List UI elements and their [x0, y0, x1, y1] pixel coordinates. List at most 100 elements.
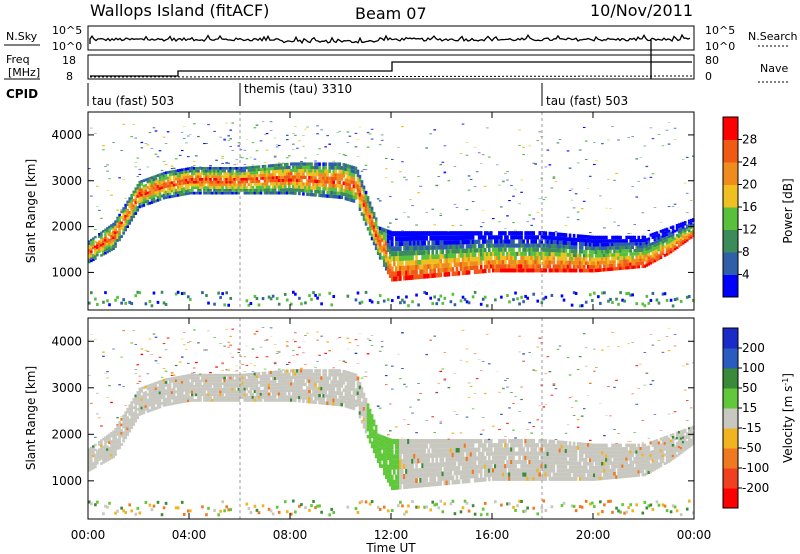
power-cell — [154, 180, 158, 184]
power-cell — [166, 184, 170, 188]
power-cell — [514, 255, 517, 261]
velocity-cell — [170, 377, 174, 380]
power-cell — [98, 242, 101, 246]
power-cell — [496, 268, 499, 273]
power-cell — [150, 198, 154, 202]
velocity-cell — [199, 373, 202, 377]
power-cell — [465, 239, 469, 245]
velocity-cell — [191, 372, 194, 374]
power-cell — [548, 264, 552, 269]
power-cell — [283, 188, 287, 192]
velocity-cell — [257, 511, 261, 515]
power-cell — [90, 248, 93, 251]
power-cell — [334, 169, 338, 174]
power-cell — [102, 145, 105, 147]
power-cell — [663, 236, 667, 240]
freq-label-line2: [MHz] — [8, 66, 40, 79]
power-cell — [350, 180, 354, 184]
power-cell — [290, 162, 293, 166]
power-cell — [178, 171, 182, 175]
velocity-cell — [205, 349, 208, 351]
power-cell — [453, 240, 457, 245]
power-cell — [265, 173, 269, 177]
power-cell — [617, 242, 620, 247]
power-cell — [593, 250, 596, 255]
power-cell — [443, 263, 447, 268]
power-cell — [609, 297, 612, 301]
power-cell — [550, 293, 554, 297]
velocity-cell — [201, 390, 204, 394]
velocity-cell — [213, 398, 216, 402]
power-cell — [415, 224, 418, 226]
power-cell — [136, 184, 140, 187]
power-cell — [475, 256, 479, 262]
velocity-cell — [144, 399, 148, 403]
power-cell — [304, 169, 307, 173]
power-cell — [530, 243, 533, 248]
power-cell — [253, 174, 257, 178]
velocity-cell — [106, 505, 109, 509]
power-cell — [328, 183, 331, 188]
power-cell — [544, 255, 548, 261]
velocity-cell — [354, 403, 358, 408]
power-cell — [94, 252, 97, 256]
velocity-cell — [146, 387, 150, 391]
velocity-cell — [114, 444, 117, 448]
power-cell — [433, 235, 437, 241]
velocity-cell — [312, 379, 315, 384]
velocity-cell — [304, 389, 307, 393]
velocity-cell — [227, 385, 230, 388]
velocity-cell — [88, 464, 91, 467]
power-cell — [611, 267, 614, 271]
power-cell — [312, 169, 315, 173]
power-cell — [364, 169, 368, 171]
power-cell — [651, 291, 655, 295]
power-cell — [146, 199, 150, 203]
velocity-cell — [294, 392, 297, 396]
power-cell — [211, 183, 214, 187]
power-cell — [197, 175, 200, 178]
power-cell — [277, 163, 281, 167]
power-cell — [671, 225, 675, 229]
velocity-cell — [370, 500, 374, 504]
power-cell — [611, 246, 614, 250]
power-cell — [615, 297, 618, 301]
velocity-cell — [152, 504, 156, 508]
power-cell — [625, 252, 628, 256]
power-cell — [685, 239, 689, 242]
velocity-cell — [322, 390, 325, 395]
velocity-cell — [275, 392, 279, 396]
power-cell — [627, 291, 630, 295]
power-cell — [518, 268, 521, 273]
power-cell — [576, 234, 580, 239]
power-cell — [275, 297, 279, 300]
power-cell — [508, 264, 511, 269]
velocity-cell — [120, 434, 123, 438]
power-cell — [417, 264, 420, 270]
power-cell — [467, 239, 471, 245]
power-cell — [314, 179, 317, 183]
power-cell — [621, 252, 624, 257]
power-cell — [372, 228, 376, 232]
power-cell — [558, 248, 562, 253]
velocity-cell — [344, 370, 348, 375]
velocity-cell — [298, 385, 301, 390]
velocity-cell — [217, 393, 220, 397]
power-cell — [290, 302, 293, 306]
power-cell — [675, 246, 679, 249]
power-cell — [146, 194, 150, 198]
power-cell — [556, 232, 560, 237]
velocity-cell — [150, 408, 154, 412]
velocity-cell — [273, 389, 277, 393]
velocity-cell — [370, 424, 374, 428]
velocity-cell — [221, 369, 224, 371]
power-cell — [483, 239, 487, 244]
power-cell — [253, 127, 257, 129]
power-cell — [267, 167, 271, 171]
power-cell — [241, 157, 245, 159]
velocity-cell — [366, 420, 370, 425]
power-cell — [118, 224, 121, 228]
power-cell — [249, 168, 253, 172]
power-cell — [675, 297, 679, 301]
power-cell — [356, 184, 360, 188]
